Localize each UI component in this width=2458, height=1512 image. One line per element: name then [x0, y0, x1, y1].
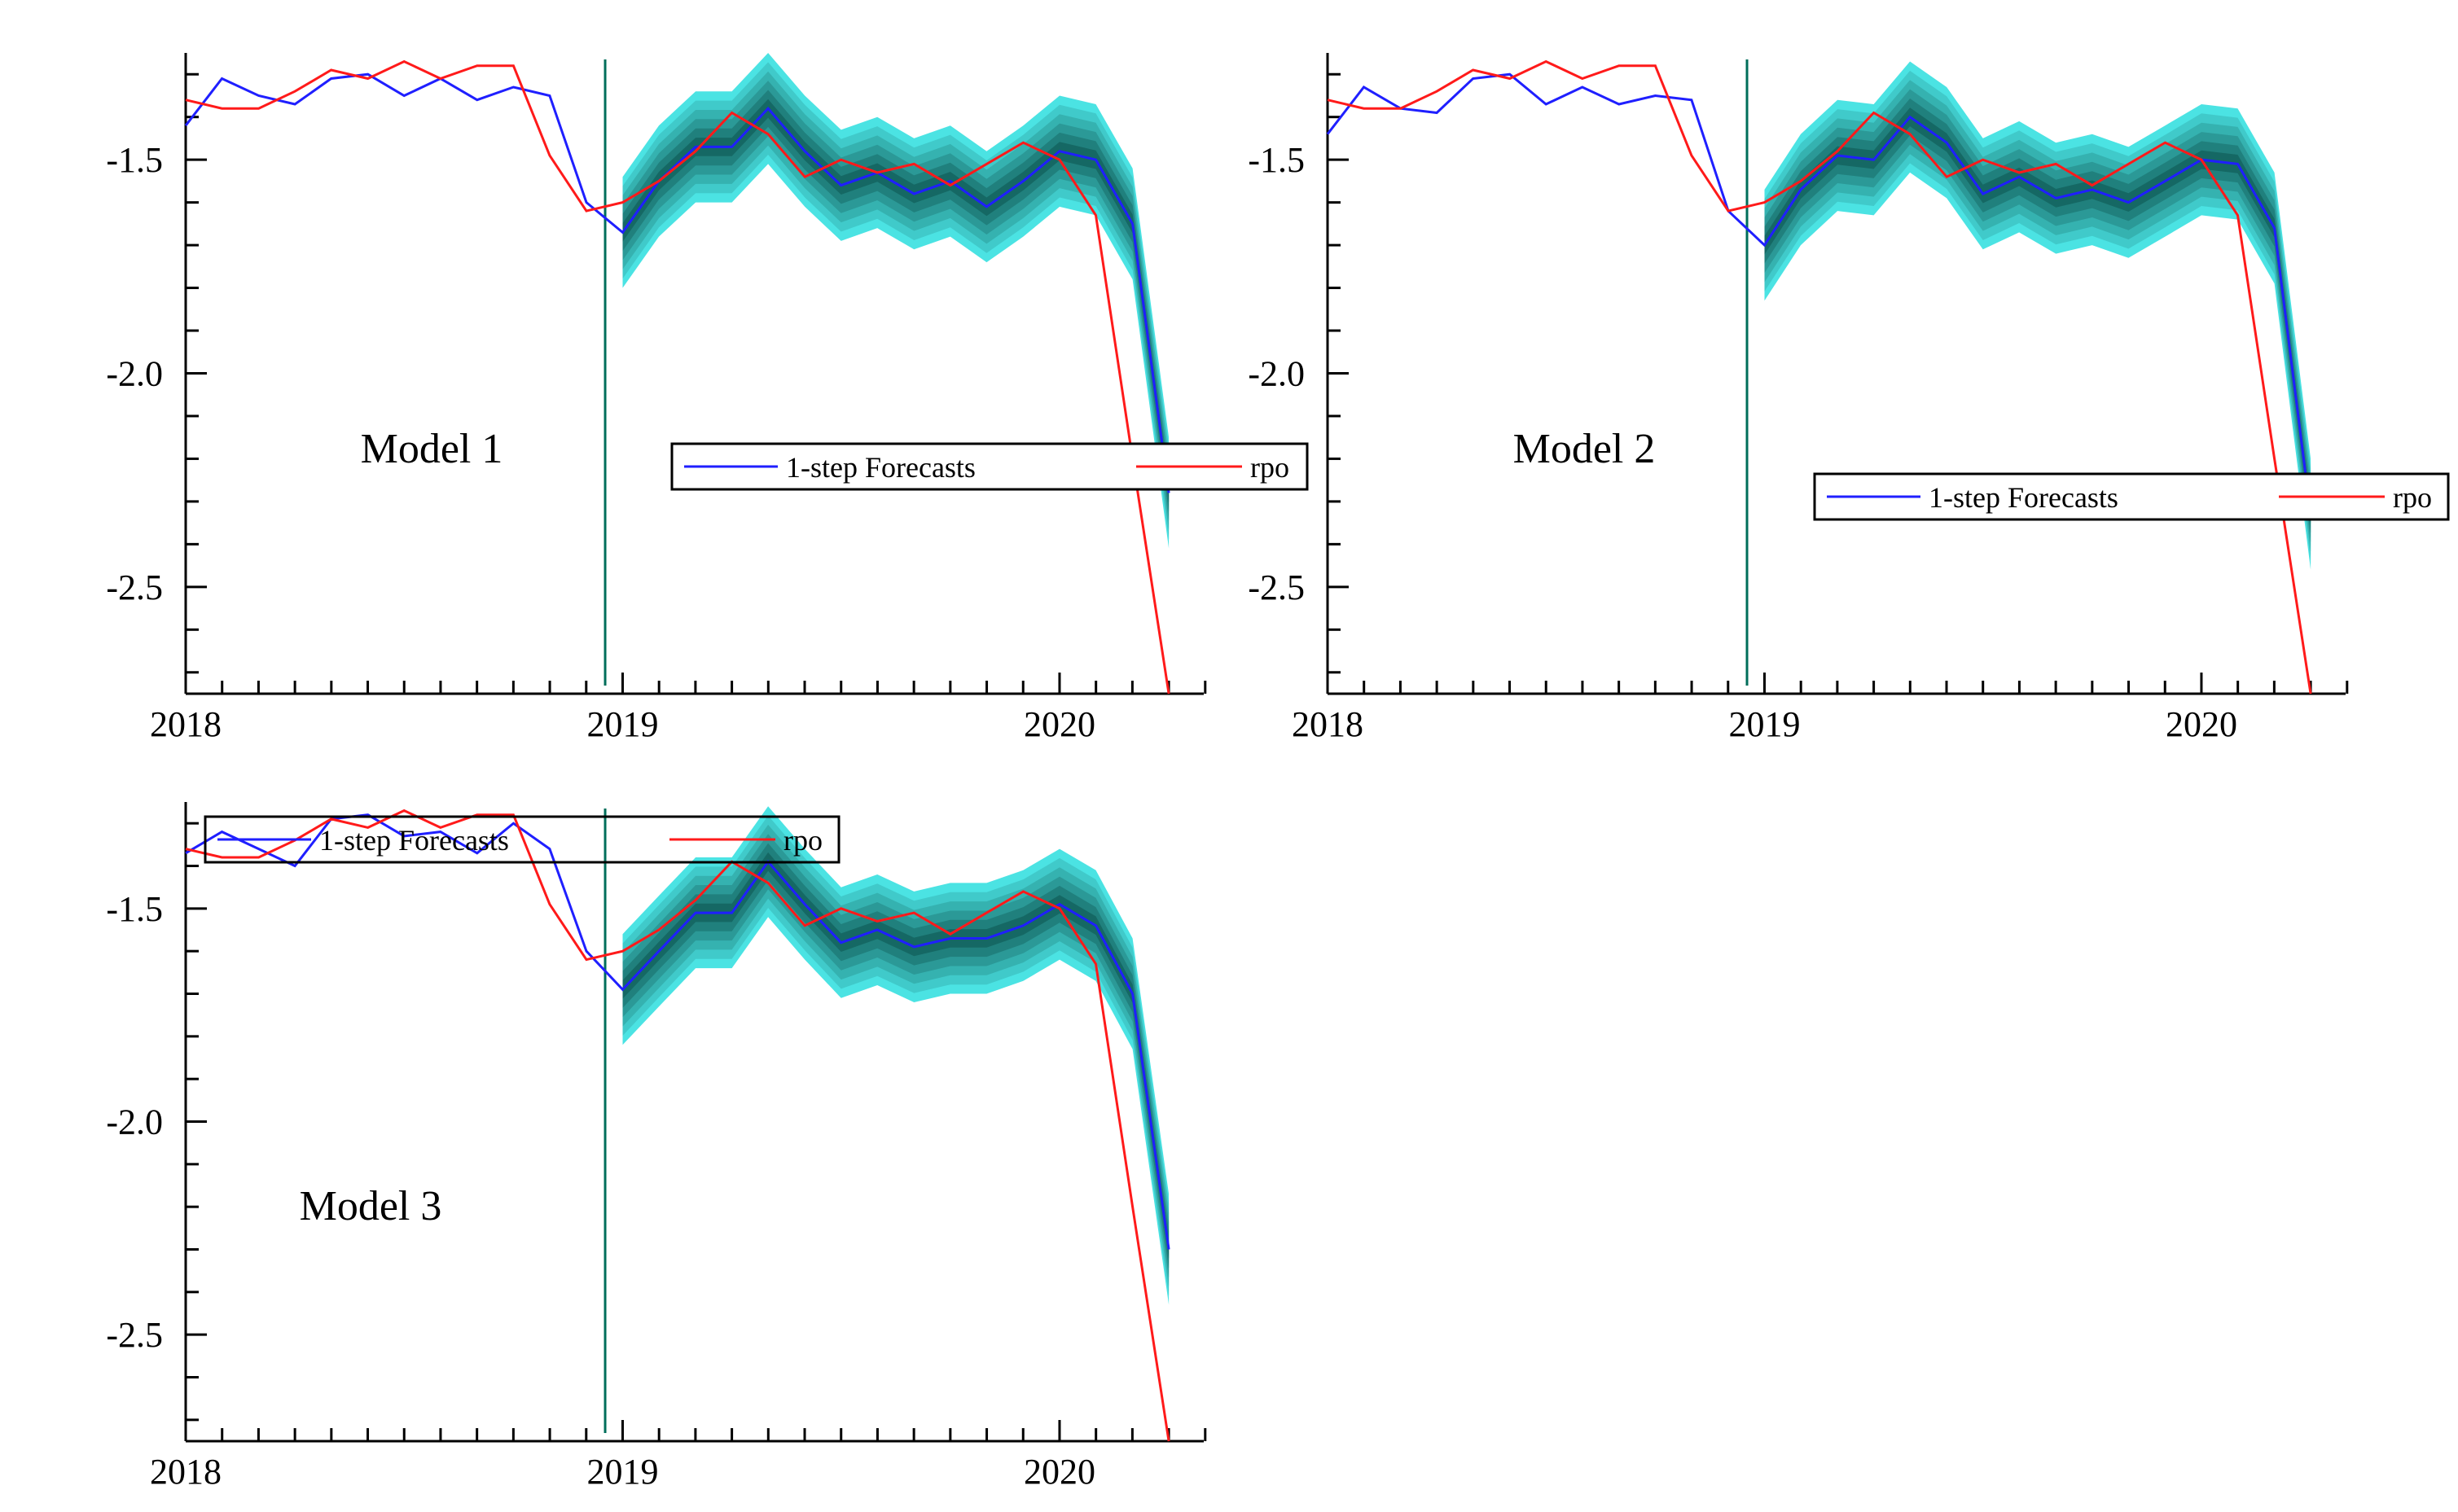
legend: 1-step Forecasts rpo: [670, 442, 1309, 491]
series-line-forecasts: [184, 72, 1170, 493]
forecast-band-level-2: [622, 843, 1170, 1269]
x-tick-label: 2020: [1024, 1452, 1095, 1492]
legend-label-forecasts: 1-step Forecasts: [319, 824, 509, 857]
legend-label-forecasts: 1-step Forecasts: [1929, 481, 2118, 514]
legend-label-rpo: rpo: [783, 824, 823, 857]
series-line-rpo: [185, 59, 1170, 695]
series-line-rpo: [1327, 59, 2312, 695]
x-tick-label: 2019: [1728, 704, 1800, 744]
legend-label-rpo: rpo: [2393, 481, 2432, 514]
model-label: Model 3: [300, 1183, 442, 1229]
y-tick-label: -2.5: [106, 1315, 163, 1355]
y-tick-label: -2.0: [1248, 354, 1305, 394]
x-tick-label: 2018: [150, 704, 222, 744]
x-tick-label: 2018: [150, 1452, 222, 1492]
series-line-forecasts: [1326, 72, 2312, 515]
y-tick-label: -2.5: [106, 568, 163, 607]
model-label: Model 1: [361, 426, 503, 472]
forecast-band-level-3: [1764, 89, 2311, 542]
x-tick-label: 2018: [1292, 704, 1363, 744]
forecast-band-level-3: [622, 834, 1170, 1278]
legend-box: [204, 815, 841, 864]
y-tick-label: -1.5: [106, 140, 163, 180]
y-tick-label: -1.5: [106, 889, 163, 929]
panel-model-2: -1.5 -2.0 -2.5 2018 2019 2020 Model 2 1-step Fo…: [1248, 53, 2450, 744]
y-tick-label: -2.0: [106, 354, 163, 394]
y-tick-label: -2.5: [1248, 568, 1305, 607]
x-tick-label: 2019: [586, 704, 658, 744]
y-tick-label: -1.5: [1248, 140, 1305, 180]
forecast-band-level-1: [1764, 107, 2311, 524]
panel-model-1: -1.5 -2.0 -2.5 2018 2019 2020 Model 1 1-step Fo…: [106, 53, 1309, 744]
x-tick-label: 2020: [1024, 704, 1095, 744]
legend: 1-step Forecasts rpo: [204, 815, 841, 864]
legend-label-rpo: rpo: [1250, 451, 1289, 484]
series-line-rpo: [185, 809, 1170, 1442]
forecast-band-level-1: [622, 99, 1170, 502]
y-tick-label: -2.0: [106, 1102, 163, 1142]
x-tick-label: 2020: [2166, 704, 2237, 744]
panel-model-3: -1.5 -2.0 -2.5 2018 2019 2020 Model 3 1-step Fo…: [106, 802, 1207, 1492]
legend: 1-step Forecasts rpo: [1813, 472, 2450, 521]
x-tick-label: 2019: [586, 1452, 658, 1492]
forecast-band-level-1: [622, 852, 1170, 1259]
legend-label-forecasts: 1-step Forecasts: [786, 451, 976, 484]
model-label: Model 2: [1513, 426, 1656, 472]
